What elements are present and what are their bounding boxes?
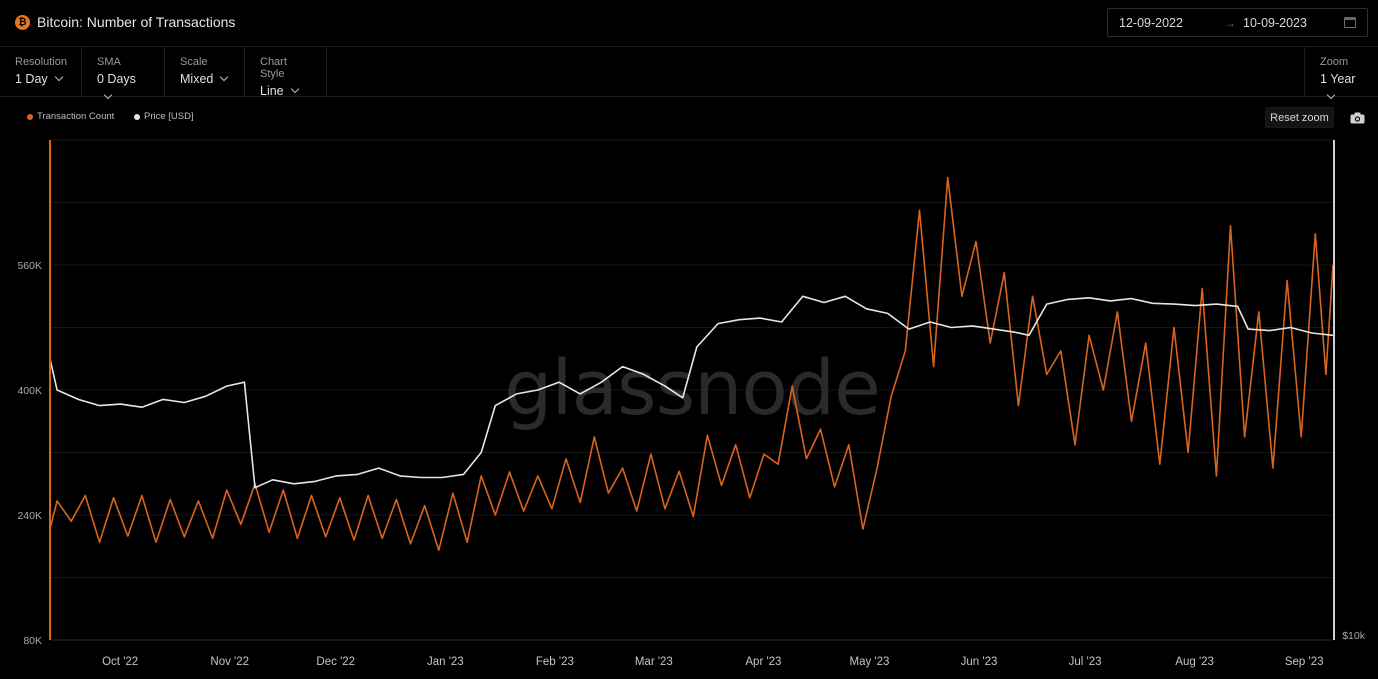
y-right-tick-label: $10k — [1342, 630, 1366, 642]
date-start-input[interactable]: 12-09-2022 — [1119, 15, 1183, 30]
legend-label: Transaction Count — [37, 111, 115, 122]
x-tick-label: Feb '23 — [536, 656, 574, 668]
sma-value[interactable]: 0 Days — [97, 72, 136, 86]
legend-label: Price [USD] — [144, 111, 194, 122]
header-bar: ₿ Bitcoin: Number of Transactions 12-09-… — [0, 0, 1378, 47]
y-tick-label: 560K — [17, 260, 42, 272]
page-title: Bitcoin: Number of Transactions — [37, 14, 236, 30]
x-tick-label: Jan '23 — [427, 656, 464, 668]
x-tick-label: Aug '23 — [1175, 656, 1214, 668]
x-tick-label: Sep '23 — [1285, 656, 1324, 668]
x-tick-label: Apr '23 — [745, 656, 781, 668]
date-range-picker[interactable]: 12-09-2022 → 10-09-2023 — [1107, 8, 1368, 37]
sma-label: SMA — [97, 56, 121, 68]
bitcoin-icon: ₿ — [15, 14, 30, 30]
x-tick-label: Dec '22 — [316, 656, 355, 668]
zoom-value[interactable]: 1 Year — [1320, 72, 1356, 86]
legend-dot-icon — [27, 113, 33, 120]
transaction-count-line[interactable] — [49, 176, 1334, 551]
y-axis-ticks: 80K 240K 400K 560K $10k — [17, 260, 1365, 647]
date-end-input[interactable]: 10-09-2023 — [1243, 15, 1307, 30]
legend-item-transactions[interactable]: Transaction Count — [27, 111, 114, 122]
zoom-dropdown[interactable]: Zoom 1 Year — [1304, 47, 1378, 100]
reset-zoom-button[interactable]: Reset zoom — [1265, 107, 1334, 128]
y-tick-label: 400K — [17, 385, 42, 397]
y-tick-label: 240K — [17, 510, 42, 522]
x-axis-ticks: Oct '22 Nov '22 Dec '22 Jan '23 Feb '23 Mar '… — [102, 656, 1323, 668]
chart-style-value[interactable]: Line — [260, 84, 284, 98]
resolution-value[interactable]: 1 Day — [15, 72, 48, 86]
chart-style-label: Chart Style — [260, 56, 287, 80]
scale-value[interactable]: Mixed — [180, 72, 214, 86]
x-tick-label: May '23 — [849, 656, 889, 668]
camera-icon[interactable] — [1350, 112, 1365, 124]
x-tick-label: Nov '22 — [210, 656, 249, 668]
x-tick-label: Mar '23 — [635, 656, 673, 668]
series-lines — [49, 140, 1335, 640]
resolution-label: Resolution — [15, 56, 67, 68]
sma-dropdown[interactable]: SMA 0 Days — [82, 47, 165, 100]
legend-dot-icon — [134, 113, 140, 120]
x-tick-label: Oct '22 — [102, 656, 138, 668]
zoom-label: Zoom — [1320, 56, 1349, 68]
scale-dropdown[interactable]: Scale Mixed — [165, 47, 245, 97]
title-wrap: ₿ Bitcoin: Number of Transactions — [15, 14, 235, 30]
chart-toolbar: Resolution 1 Day SMA 0 Days Scale Mixed … — [0, 47, 1378, 100]
y-tick-label: 80K — [23, 635, 42, 647]
price-line[interactable] — [49, 295, 1334, 489]
arrow-right-icon: → — [1224, 15, 1236, 30]
scale-label: Scale — [180, 56, 208, 68]
legend-item-price[interactable]: Price [USD] — [134, 111, 194, 122]
chart-style-dropdown[interactable]: Chart Style Line — [245, 47, 327, 98]
x-tick-label: Jun '23 — [961, 656, 998, 668]
resolution-dropdown[interactable]: Resolution 1 Day — [0, 47, 82, 97]
x-tick-label: Jul '23 — [1069, 656, 1102, 668]
calendar-icon[interactable] — [1344, 17, 1356, 28]
watermark: glassnode — [504, 343, 880, 432]
